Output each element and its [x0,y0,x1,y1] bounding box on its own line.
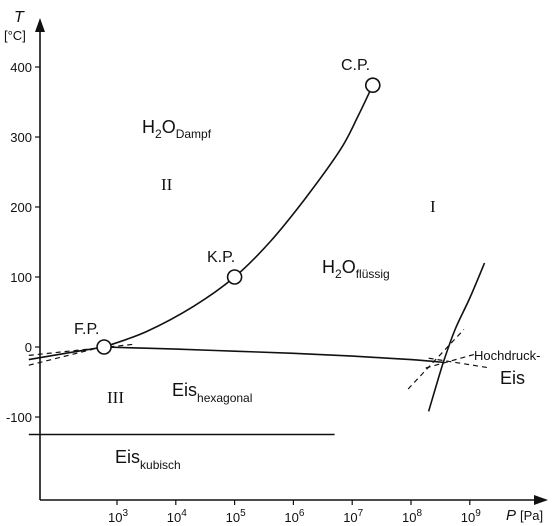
y-tick-label: 200 [10,200,32,215]
special-points [96,77,381,355]
label-liquid-sub: flüssig [356,267,390,281]
label-liquid-2: 2 [335,267,342,281]
region-numeral-II: II [161,175,173,194]
axes [35,18,548,505]
x-tick-exponent: 8 [416,508,422,519]
x-axis-unit: [Pa] [520,508,543,523]
label-vapor-sub: Dampf [176,127,212,141]
line-vaporization [103,84,374,348]
label-ice-cub-base: Eis [115,447,140,467]
y-tick-label: 0 [25,340,32,355]
label-ice-hex-base: Eis [172,380,197,400]
line-high-pressure-ice [427,262,486,412]
x-tick-base: 10 [226,510,240,525]
label-vapor: H2ODampf [142,117,212,141]
y-tick-label: 100 [10,270,32,285]
label-liquid-h: H [322,257,335,277]
y-tick-label: 300 [10,130,32,145]
y-axis-symbol: T [14,9,25,26]
label-liquid: H2Oflüssig [322,257,390,281]
label-vapor-2: 2 [155,127,162,141]
x-tick-exponent: 7 [358,508,364,519]
x-tick-base: 10 [284,510,298,525]
x-tick-label: 105 [226,508,246,525]
dashed-extension [428,357,491,369]
x-tick-base: 10 [343,510,357,525]
label-liquid-o: O [342,257,356,277]
label-ice-cub-sub: kubisch [140,458,181,472]
x-tick-exponent: 4 [181,508,187,519]
x-tick-exponent: 5 [240,508,246,519]
label-vapor-h: H [142,117,155,137]
x-tick-exponent: 3 [122,508,128,519]
x-tick-label: 107 [343,508,363,525]
y-tick-label: -100 [6,410,32,425]
label-vapor-o: O [162,117,176,137]
phase-lines [28,84,491,436]
x-tick-base: 10 [108,510,122,525]
label-ice-hexagonal: Eishexagonal [172,380,252,405]
dashed-extension [28,348,94,366]
y-axis-arrow [35,18,45,32]
point-marker-cp [364,77,381,93]
x-tick-exponent: 6 [299,508,305,519]
dashed-extension [407,329,465,390]
x-tick-exponent: 9 [475,508,481,519]
point-label-fp: F.P. [74,321,100,338]
point-marker-fp [96,339,112,355]
y-tick-label: 400 [10,60,32,75]
point-label-kp: K.P. [207,249,235,266]
region-numeral-I: I [430,197,436,216]
y-axis-unit: [°C] [4,28,26,43]
x-tick-label: 106 [284,508,304,525]
label-high-pressure-line1: Hochdruck- [474,348,540,363]
dashed-extension [28,343,135,356]
x-tick-label: 108 [402,508,422,525]
x-tick-label: 109 [461,508,481,525]
label-ice-cubic: Eiskubisch [115,447,181,472]
x-tick-label: 103 [108,508,128,525]
label-ice-hex-sub: hexagonal [197,391,252,405]
x-tick-label: 104 [167,508,187,525]
x-tick-base: 10 [402,510,416,525]
point-label-cp: C.P. [341,57,370,74]
region-numeral-III: III [107,388,124,407]
line-melting [104,346,444,364]
point-marker-kp [226,269,243,285]
x-axis-arrow [534,495,548,505]
x-tick-base: 10 [167,510,181,525]
x-axis-symbol: P [506,507,516,524]
label-high-pressure-line2: Eis [500,368,525,388]
x-tick-base: 10 [461,510,475,525]
